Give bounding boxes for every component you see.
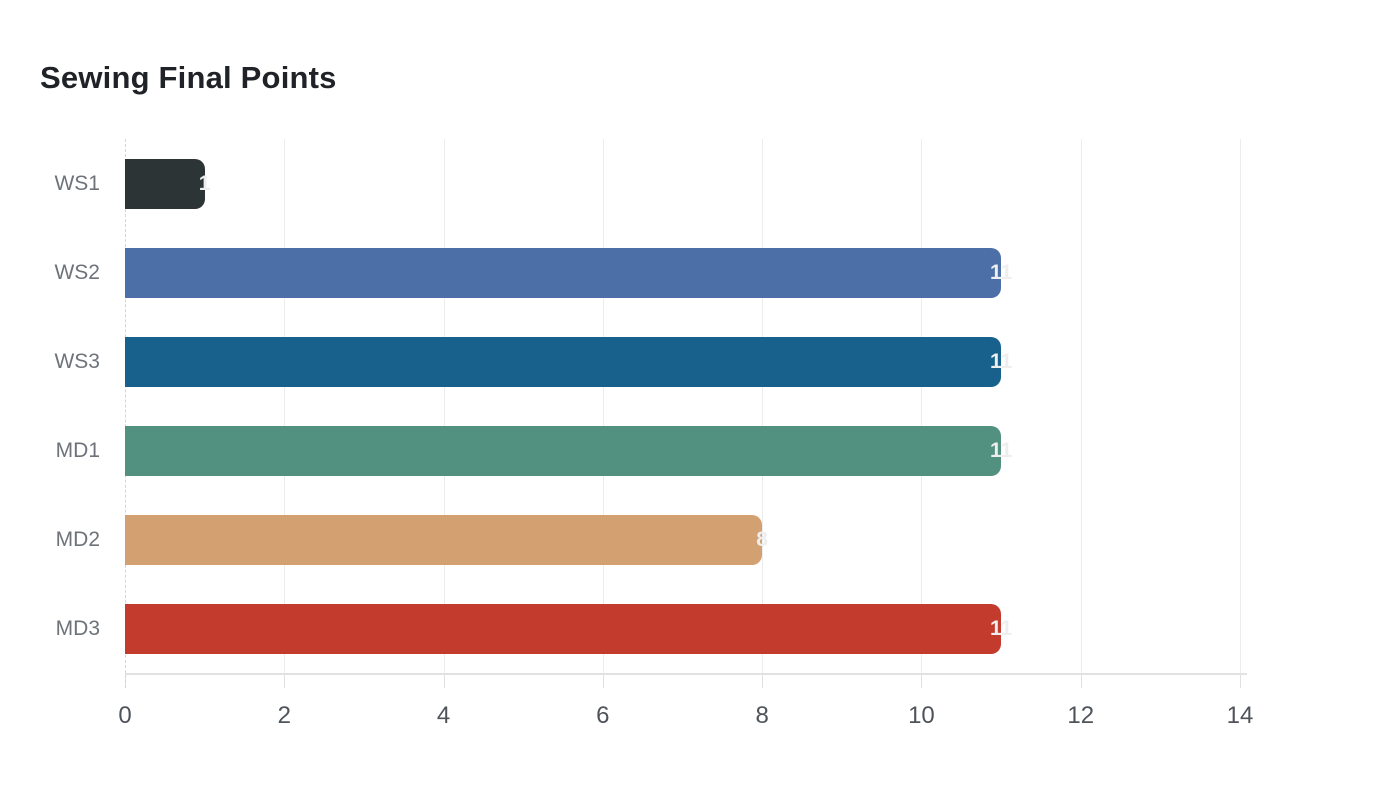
category-label-WS2: WS2 xyxy=(54,260,100,284)
x-tick-label: 12 xyxy=(1067,702,1095,729)
value-label-WS1: 1 xyxy=(198,171,211,195)
x-tick-label: 0 xyxy=(118,702,132,729)
y-axis-zero-line xyxy=(125,139,126,688)
x-axis-tick xyxy=(1080,675,1082,688)
x-axis-tick xyxy=(762,675,764,688)
bar-WS1[interactable]: 1 xyxy=(125,158,210,209)
bar-WS2[interactable]: 11 xyxy=(125,247,1012,298)
value-label-WS2: 11 xyxy=(989,260,1013,284)
bar-WS3[interactable]: 11 xyxy=(125,336,1012,387)
bar-MD2[interactable]: 8 xyxy=(125,514,768,565)
x-tick-label: 14 xyxy=(1226,702,1254,729)
x-tick-label: 4 xyxy=(436,702,451,729)
gridline xyxy=(602,139,604,673)
x-tick-label: 2 xyxy=(277,702,291,729)
gridline xyxy=(284,139,286,673)
bar-MD3[interactable]: 11 xyxy=(125,603,1012,654)
x-axis-tick xyxy=(1240,675,1241,688)
category-label-MD2: MD2 xyxy=(55,527,100,551)
category-label-WS3: WS3 xyxy=(54,349,100,373)
category-label-WS1: WS1 xyxy=(54,171,100,195)
x-axis-line xyxy=(125,673,1247,675)
gridline xyxy=(1080,139,1082,673)
x-axis-tick xyxy=(284,675,286,688)
gridline xyxy=(762,139,764,673)
x-tick-label: 8 xyxy=(755,702,769,729)
value-label-MD2: 8 xyxy=(756,527,768,551)
x-axis-tick xyxy=(602,675,604,688)
value-label-MD3: 11 xyxy=(989,616,1013,640)
x-tick-label: 6 xyxy=(596,702,610,729)
x-tick-label: 10 xyxy=(908,702,935,729)
bar-chart-plot-area: 0 2 4 6 8 10 12 14 WS1 1 WS2 11 WS3 11 MD1 11 MD2 8 MD3 11 xyxy=(54,139,1260,729)
value-label-MD1: 11 xyxy=(989,438,1013,462)
value-label-WS3: 11 xyxy=(989,349,1013,373)
category-label-MD3: MD3 xyxy=(55,616,100,640)
x-axis-tick xyxy=(443,675,445,688)
gridline xyxy=(443,139,445,673)
x-axis-tick xyxy=(921,675,923,688)
gridline xyxy=(1240,139,1241,673)
bar-MD1[interactable]: 11 xyxy=(125,425,1012,476)
chart-title: Sewing Final Points xyxy=(40,60,337,95)
gridline xyxy=(921,139,923,673)
category-label-MD1: MD1 xyxy=(55,438,100,462)
